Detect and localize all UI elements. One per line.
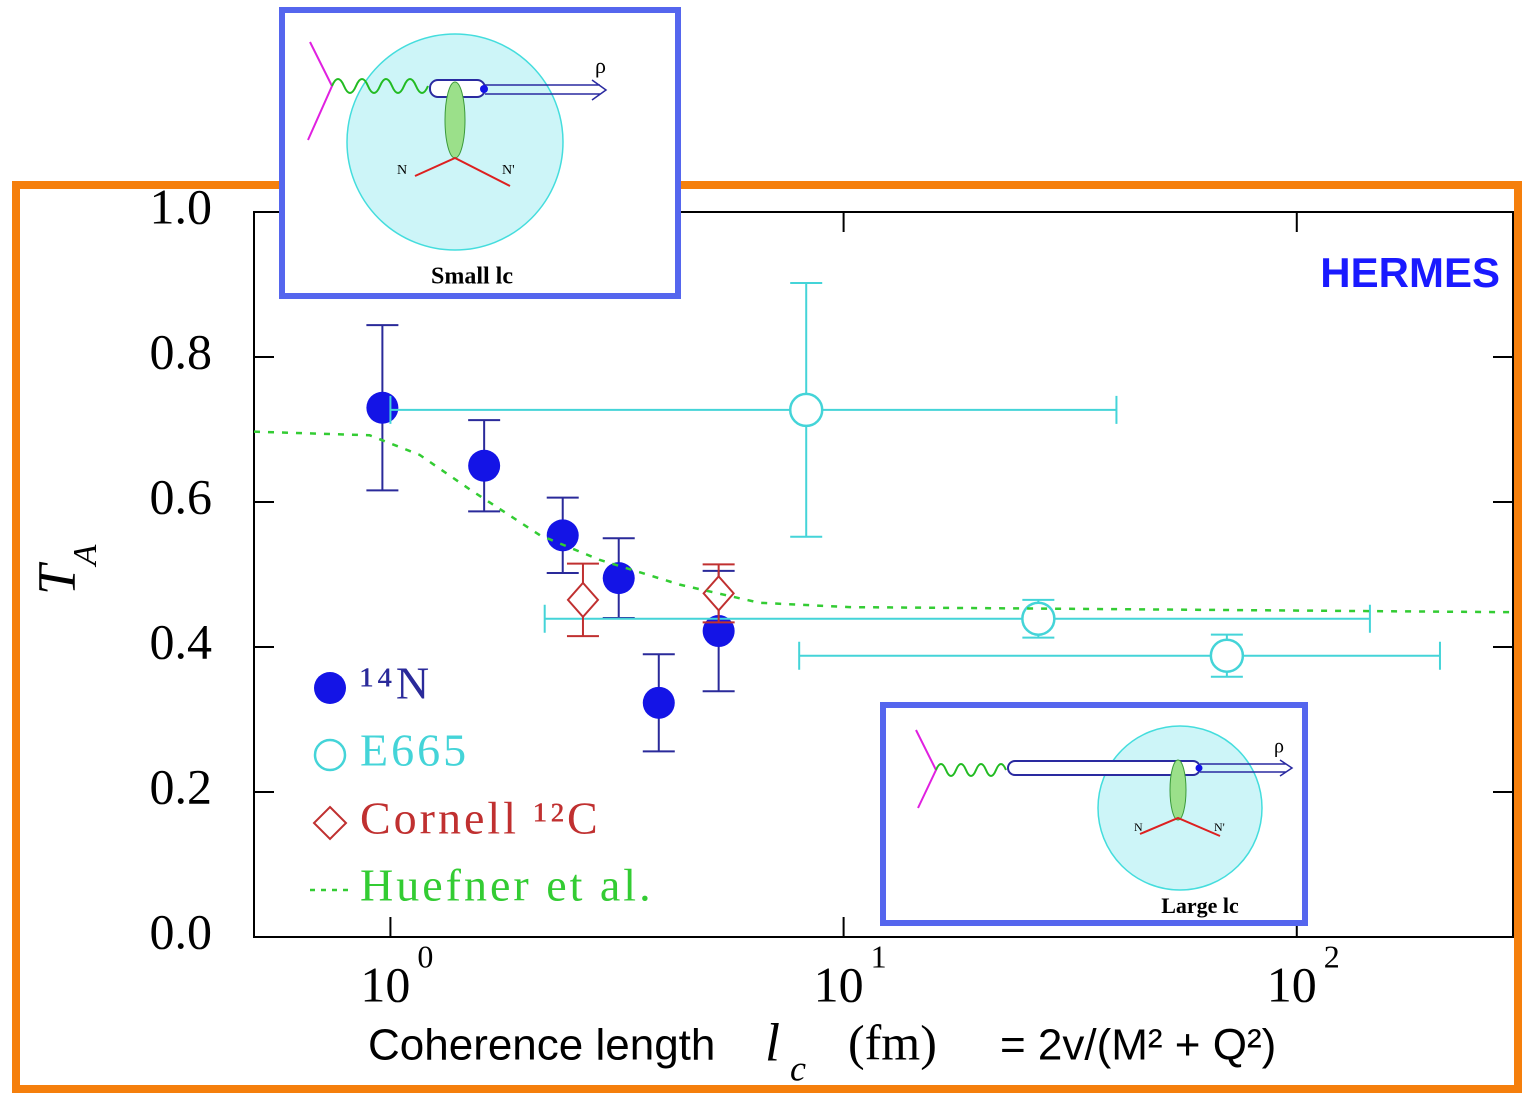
x-error-bar bbox=[543, 604, 1371, 633]
y-tick-label: 1.0 bbox=[150, 178, 213, 234]
y-tick-label: 0.4 bbox=[150, 613, 213, 669]
inset-small: ρ N N' Small lc bbox=[279, 7, 681, 299]
legend-marker bbox=[312, 805, 348, 841]
point bbox=[788, 392, 824, 428]
x-error-bar bbox=[798, 641, 1441, 670]
legend-marker bbox=[314, 672, 346, 704]
vertex bbox=[1195, 764, 1203, 772]
point bbox=[642, 686, 675, 719]
legend-label: Huefner et al. bbox=[360, 860, 654, 911]
inset-large: ρ N N' Large lc bbox=[880, 702, 1308, 926]
plot-frame bbox=[253, 211, 1514, 938]
x-error-bar bbox=[389, 395, 1118, 424]
annotation: HERMES bbox=[1320, 249, 1500, 296]
interaction bbox=[1169, 759, 1187, 821]
point bbox=[1209, 638, 1245, 673]
model-line bbox=[253, 430, 1514, 614]
inset-nucleon-in: N bbox=[1134, 820, 1143, 834]
legend-label: ¹⁴N bbox=[360, 658, 432, 709]
rho-arrow bbox=[485, 79, 608, 101]
point bbox=[702, 574, 735, 612]
point bbox=[1021, 601, 1056, 636]
legend-marker bbox=[313, 738, 347, 772]
legend-label: Cornell ¹²C bbox=[360, 793, 601, 844]
inset-label: Large lc bbox=[1161, 893, 1239, 918]
nucleon-lines bbox=[414, 156, 511, 187]
x-axis-symbol: l bbox=[765, 1012, 780, 1072]
inset-label: Small lc bbox=[431, 264, 513, 290]
vertex bbox=[480, 85, 488, 93]
y-tick-label: 0.0 bbox=[150, 903, 213, 959]
interaction bbox=[444, 81, 466, 159]
y-axis-label-subscript: A bbox=[67, 544, 104, 567]
outer-frame bbox=[12, 181, 1522, 1093]
x-axis-formula: = 2v/(M² + Q²) bbox=[1000, 1021, 1276, 1070]
y-tick-label: 0.8 bbox=[150, 323, 213, 379]
point bbox=[602, 562, 635, 595]
y-tick-label: 0.6 bbox=[150, 468, 213, 524]
x-axis-label: Coherence length bbox=[368, 1021, 715, 1070]
point bbox=[468, 449, 501, 482]
inset-particle: ρ bbox=[595, 53, 606, 78]
x-tick-exponent: 1 bbox=[871, 938, 887, 974]
rho-arrow bbox=[1200, 759, 1294, 777]
x-tick-label: 10 bbox=[1267, 956, 1317, 1012]
x-tick-label: 10 bbox=[360, 956, 410, 1012]
x-tick-exponent: 2 bbox=[1324, 938, 1340, 974]
y-axis-label: T bbox=[26, 561, 86, 595]
inset-particle: ρ bbox=[1274, 736, 1284, 758]
point bbox=[566, 581, 600, 619]
x-axis-subscript: c bbox=[790, 1048, 806, 1088]
x-tick-label: 10 bbox=[814, 956, 864, 1012]
inset-nucleon-out: N' bbox=[1214, 820, 1225, 834]
photon bbox=[331, 78, 429, 94]
legend-label: E665 bbox=[360, 725, 469, 776]
x-axis-unit: (fm) bbox=[848, 1014, 937, 1070]
point bbox=[546, 519, 579, 552]
nucleon-lines bbox=[1139, 816, 1221, 837]
y-tick-label: 0.2 bbox=[150, 758, 213, 814]
inset-nucleon-in: N bbox=[397, 163, 407, 178]
photon bbox=[935, 763, 1007, 777]
point bbox=[366, 391, 399, 424]
x-tick-exponent: 0 bbox=[417, 938, 433, 974]
inset-nucleon-out: N' bbox=[502, 163, 515, 178]
